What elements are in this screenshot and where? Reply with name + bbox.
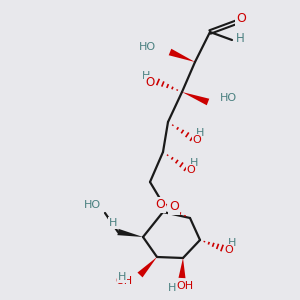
Text: H: H [236,32,244,46]
Text: O: O [146,76,154,89]
Text: HO: HO [139,42,156,52]
Polygon shape [182,92,209,105]
Text: H: H [228,238,236,248]
Polygon shape [178,258,185,278]
Text: O: O [169,200,179,214]
Text: H: H [190,158,198,168]
Text: H: H [168,283,176,293]
Text: O: O [155,199,165,212]
Text: OH: OH [115,276,132,286]
Polygon shape [137,257,157,278]
Text: H: H [196,128,204,138]
Text: HO: HO [84,200,101,210]
Text: H: H [118,272,126,282]
Text: OH: OH [176,281,194,291]
Polygon shape [117,229,143,237]
Text: H: H [142,71,150,81]
Text: H: H [109,218,117,228]
Text: O: O [225,245,233,255]
Text: O: O [193,135,201,145]
Text: O: O [236,11,246,25]
Text: O: O [187,165,195,175]
Polygon shape [169,49,195,62]
Text: HO: HO [220,93,237,103]
